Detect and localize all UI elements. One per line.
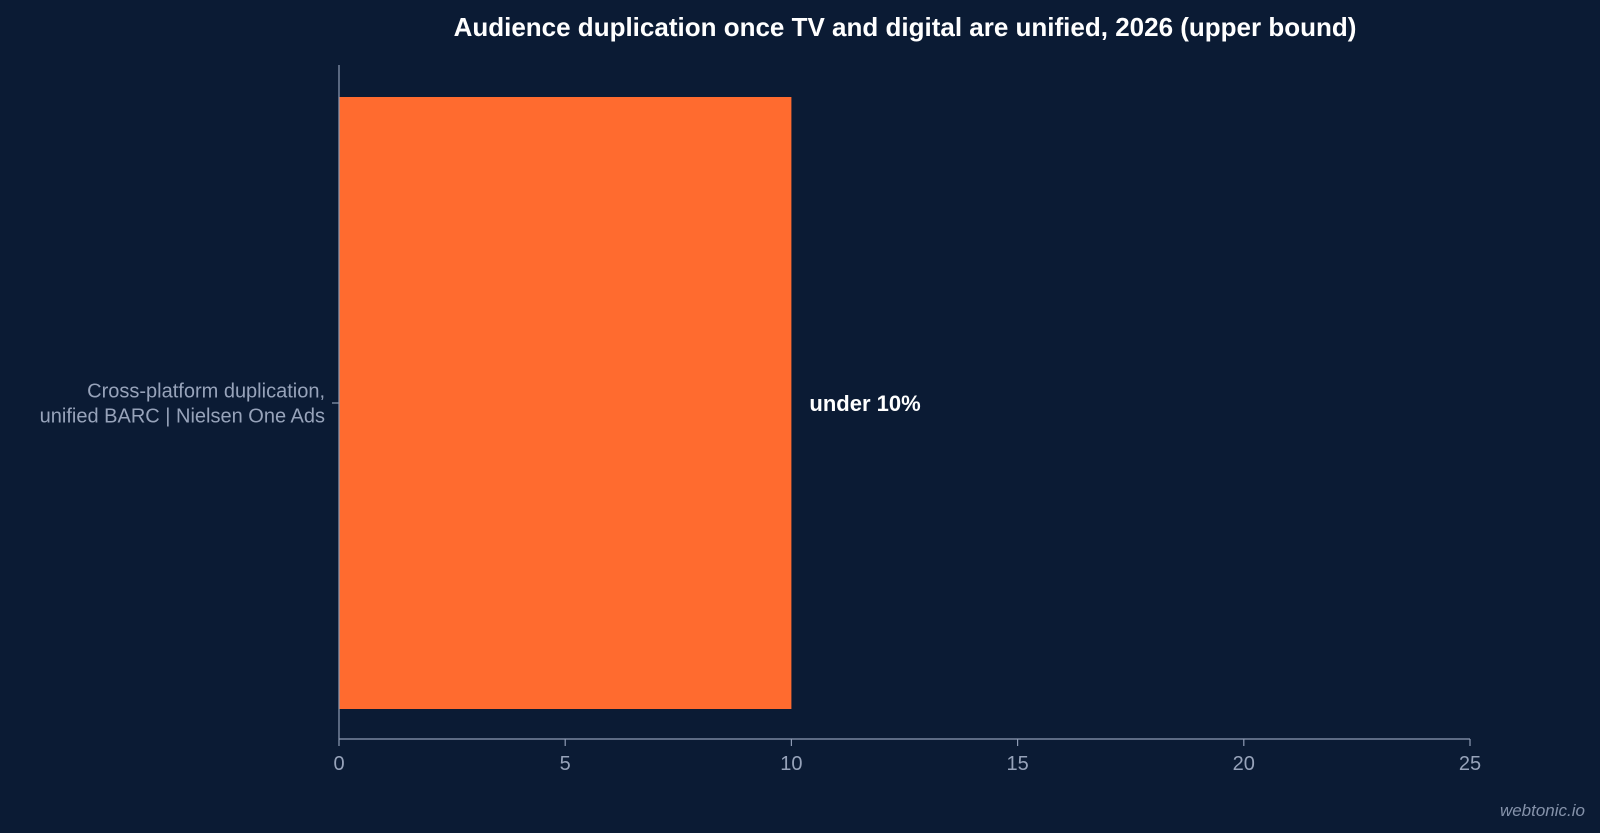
labels-group: under 10% Cross-platform duplication, unif… <box>40 381 1481 776</box>
axes-group <box>332 65 1471 746</box>
chart-title: Audience duplication once TV and digital… <box>454 12 1357 42</box>
x-tick-label-20: 20 <box>1233 753 1255 775</box>
category-label-line: Cross-platform duplication, <box>87 381 325 403</box>
x-tick-label-0: 0 <box>333 753 344 775</box>
bars-group <box>339 97 792 709</box>
category-label-line: unified BARC | Nielsen One Ads <box>40 406 325 428</box>
bar-0 <box>339 97 792 709</box>
x-tick-label-15: 15 <box>1006 753 1028 775</box>
x-tick-label-25: 25 <box>1459 753 1481 775</box>
category-label-0: Cross-platform duplication, unified BARC … <box>40 381 325 428</box>
data-label-0: under 10% <box>809 391 920 416</box>
watermark-text: webtonic.io <box>1500 801 1585 820</box>
x-tick-label-5: 5 <box>560 753 571 775</box>
x-tick-label-10: 10 <box>780 753 802 775</box>
